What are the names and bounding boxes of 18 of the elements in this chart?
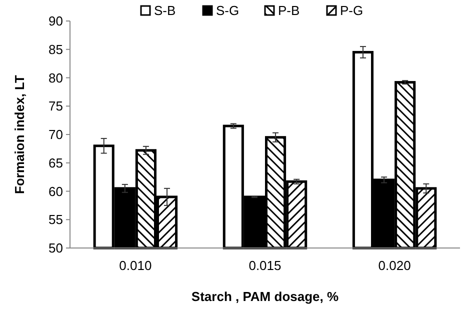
y-tick-label: 85	[48, 42, 63, 57]
legend-label: P-B	[278, 3, 300, 18]
y-tick-label: 70	[48, 127, 63, 142]
legend-label: S-B	[154, 3, 176, 18]
x-axis-title: Starch , PAM dosage, %	[191, 289, 339, 304]
x-tick-label: 0.010	[119, 258, 152, 273]
legend-label: P-G	[340, 3, 364, 18]
y-axis-title: Formaion index, LT	[12, 74, 27, 194]
x-tick-label: 0.020	[378, 258, 411, 273]
y-tick-label: 60	[48, 184, 63, 199]
y-tick-label: 65	[48, 155, 63, 170]
y-tick-label: 55	[48, 212, 63, 228]
y-tick-label: 80	[48, 70, 63, 86]
y-tick-label: 75	[48, 98, 63, 114]
legend-label: S-G	[216, 3, 240, 18]
y-tick-label: 50	[48, 240, 63, 256]
x-tick-label: 0.015	[248, 258, 282, 273]
y-tick-label: 90	[48, 14, 63, 29]
